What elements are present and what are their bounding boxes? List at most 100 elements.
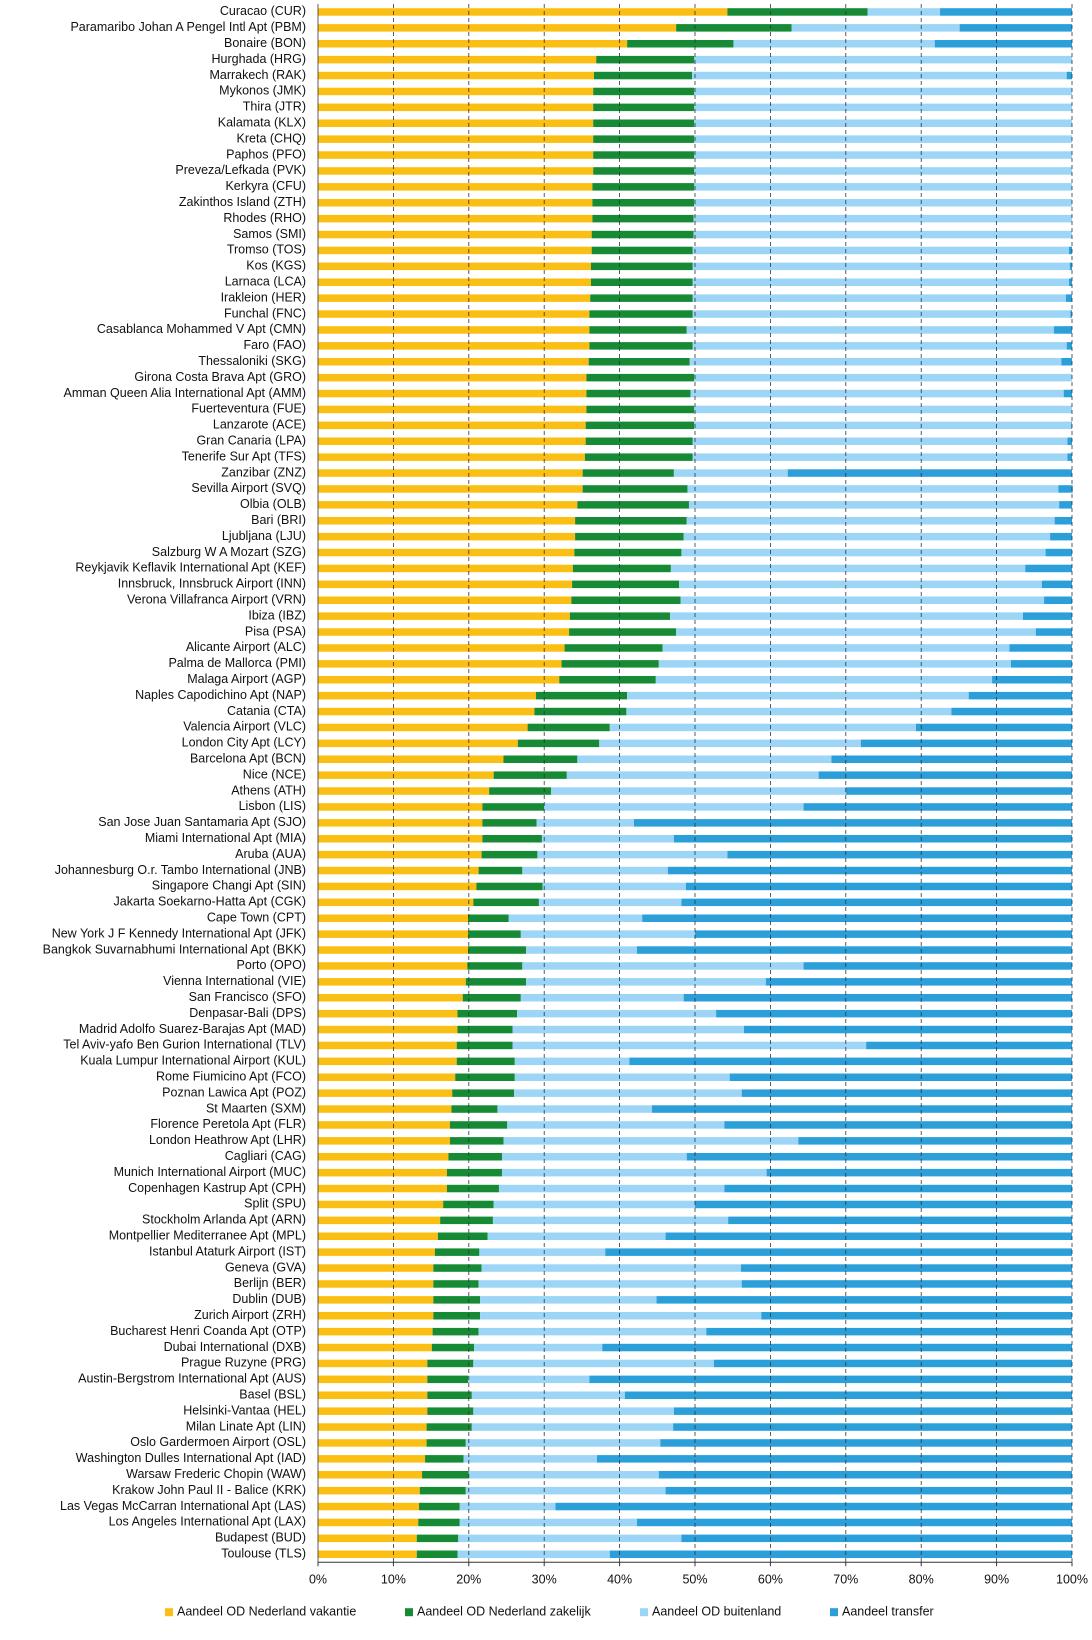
- bar-segment: [448, 1153, 502, 1161]
- bar-segment: [694, 421, 1072, 430]
- x-tick-label: 60%: [758, 1572, 783, 1586]
- bar-segment: [690, 389, 1064, 398]
- y-tick-label: Casablanca Mohammed V Apt (CMN): [97, 322, 306, 336]
- y-tick-label: Cape Town (CPT): [207, 911, 306, 925]
- bar-segment: [501, 1153, 687, 1161]
- y-tick-label: Stockholm Arlanda Apt (ARN): [142, 1213, 306, 1227]
- bar-segment: [471, 1391, 625, 1399]
- bar-segment: [694, 103, 1072, 112]
- bar-segment: [318, 1184, 447, 1193]
- bar-segment: [692, 278, 1069, 286]
- bar-segment: [585, 437, 693, 445]
- bar-segment: [915, 723, 1072, 732]
- bar-segment: [318, 485, 583, 493]
- bar-segment: [318, 1439, 427, 1447]
- y-tick-label: Aruba (AUA): [235, 847, 306, 861]
- bar-segment: [455, 1073, 515, 1081]
- bar-segment: [318, 294, 591, 302]
- bar-segment: [692, 262, 1070, 271]
- bar-segment: [433, 1280, 479, 1288]
- bar-segment: [426, 1423, 472, 1431]
- bar-segment: [566, 771, 819, 779]
- bar-segment: [686, 1153, 1072, 1161]
- bar-segment: [437, 1232, 488, 1240]
- bar-segment: [318, 596, 572, 604]
- y-tick-label: Pisa (PSA): [245, 624, 306, 638]
- bar-segment: [440, 1216, 493, 1225]
- y-tick-label: Zanzibar (ZNZ): [221, 465, 306, 479]
- bar-segment: [456, 1057, 515, 1066]
- bar-segment: [589, 326, 687, 334]
- bar-segment: [574, 548, 682, 557]
- bar-segment: [318, 1486, 420, 1495]
- x-tick-label: 90%: [984, 1572, 1009, 1586]
- bar-segment: [590, 294, 693, 302]
- bar-segment: [318, 1153, 449, 1161]
- bar-segment: [681, 898, 1072, 907]
- bar-segment: [680, 596, 1045, 604]
- bar-segment: [590, 278, 693, 286]
- bar-segment: [434, 1248, 480, 1256]
- y-tick-label: Jakarta Soekarno-Hatta Apt (CGK): [114, 895, 306, 909]
- bar-segment: [766, 1168, 1072, 1177]
- bar-segment: [695, 1200, 1072, 1209]
- bar-segment: [571, 596, 681, 604]
- bar-segment: [458, 1534, 682, 1543]
- y-tick-label: Salzburg W A Mozart (SZG): [152, 545, 306, 559]
- bar-segment: [667, 866, 1072, 875]
- bar-segment: [1022, 612, 1072, 620]
- bar-segment: [416, 1550, 458, 1558]
- y-tick-label: Valencia Airport (VLC): [183, 720, 306, 734]
- bar-segment: [724, 1184, 1072, 1193]
- bar-segment: [318, 1089, 453, 1097]
- bar-segment: [934, 40, 1072, 48]
- bar-segment: [673, 1423, 1072, 1431]
- y-tick-label: San Jose Juan Santamaria Apt (SJO): [98, 815, 306, 829]
- bar-segment: [1053, 326, 1072, 334]
- y-tick-label: Porto (OPO): [237, 958, 306, 972]
- y-tick-label: Kuala Lumpur International Airport (KUL): [80, 1054, 306, 1068]
- bar-segment: [318, 278, 591, 286]
- bar-segment: [744, 1025, 1072, 1034]
- bar-segment: [318, 1327, 433, 1336]
- bar-segment: [478, 1327, 707, 1336]
- legend-swatch: [405, 1608, 413, 1617]
- bar-segment: [433, 1296, 481, 1304]
- bar-segment: [318, 1057, 457, 1066]
- bar-segment: [473, 1359, 714, 1368]
- x-tick-label: 70%: [833, 1572, 858, 1586]
- bar-segment: [1068, 246, 1072, 255]
- bar-segment: [1067, 437, 1072, 445]
- bar-segment: [692, 246, 1069, 255]
- bar-segment: [693, 214, 1072, 223]
- y-tick-label: Copenhagen Kastrup Apt (CPH): [128, 1181, 306, 1195]
- bar-segment: [318, 819, 483, 827]
- bar-segment: [589, 342, 693, 350]
- y-tick-label: Helsinki-Vantaa (HEL): [183, 1403, 306, 1417]
- bar-segment: [575, 517, 687, 525]
- bar-segment: [473, 1407, 674, 1415]
- y-tick-label: Los Angeles International Apt (LAX): [109, 1515, 306, 1529]
- x-tick-label: 20%: [456, 1572, 481, 1586]
- bar-segment: [449, 1121, 508, 1129]
- bar-segment: [318, 453, 585, 461]
- bar-segment: [681, 548, 1046, 557]
- bar-segment: [1058, 485, 1073, 493]
- bar-segment: [427, 1375, 469, 1384]
- y-tick-label: Zakinthos Island (ZTH): [179, 195, 306, 209]
- bar-segment: [688, 501, 1060, 509]
- bar-segment: [492, 1216, 729, 1225]
- bar-segment: [544, 803, 804, 811]
- bar-segment: [481, 1264, 741, 1272]
- bar-segment: [716, 1009, 1072, 1018]
- bar-segment: [493, 771, 567, 779]
- bar-segment: [633, 819, 1072, 827]
- bar-segment: [318, 532, 576, 541]
- bar-segment: [419, 1502, 460, 1511]
- y-tick-label: Kos (KGS): [246, 259, 306, 273]
- bar-segment: [467, 962, 523, 970]
- y-tick-label: Austin-Bergstrom International Apt (AUS): [78, 1372, 306, 1386]
- bar-segment: [586, 389, 691, 398]
- y-tick-label: Lanzarote (ACE): [213, 418, 306, 432]
